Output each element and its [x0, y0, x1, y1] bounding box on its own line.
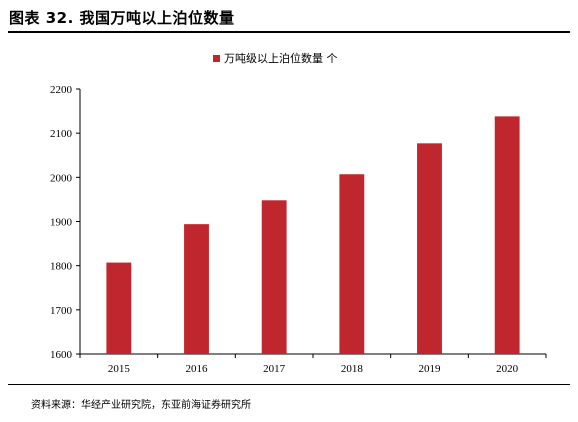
x-tick-label: 2016 — [186, 363, 209, 375]
bar-2019 — [417, 143, 442, 354]
legend-label: 万吨级以上泊位数量 个 — [224, 51, 338, 65]
y-tick-label: 2000 — [50, 172, 73, 184]
x-tick-label: 2019 — [419, 363, 442, 375]
y-tick-label: 1700 — [50, 305, 73, 317]
figure-title: 图表 32. 我国万吨以上泊位数量 — [9, 9, 235, 27]
bar-2018 — [339, 174, 365, 354]
x-tick-label: 2020 — [496, 363, 519, 375]
y-tick-label: 1800 — [50, 261, 73, 273]
bar-2017 — [261, 200, 287, 354]
bars — [106, 116, 520, 354]
y-axis-ticks: 1600 1700 1800 1900 2000 2100 2200 — [50, 84, 80, 361]
x-tick-label: 2018 — [341, 363, 364, 375]
x-tick-label: 2015 — [108, 363, 131, 375]
legend-swatch — [213, 55, 220, 62]
x-tick-label: 2017 — [263, 363, 286, 375]
title-rule — [8, 31, 570, 33]
axes — [79, 89, 546, 355]
y-tick-label: 2200 — [50, 84, 73, 96]
source-note: 资料来源：华经产业研究院，东亚前海证券研究所 — [31, 400, 251, 411]
y-tick-label: 1900 — [50, 217, 73, 229]
source-rule — [8, 384, 570, 385]
y-tick-label: 1600 — [50, 349, 73, 361]
bar-2015 — [106, 262, 132, 354]
y-tick-label: 2100 — [50, 128, 73, 140]
bar-2020 — [494, 116, 520, 354]
bar-2016 — [184, 224, 209, 354]
x-axis-ticks: 2015 2016 2017 2018 2019 2020 — [79, 354, 547, 375]
bar-chart: 万吨级以上泊位数量 个 1600 1700 1800 1900 2000 2100 2200… — [50, 51, 547, 375]
legend: 万吨级以上泊位数量 个 — [213, 51, 338, 65]
